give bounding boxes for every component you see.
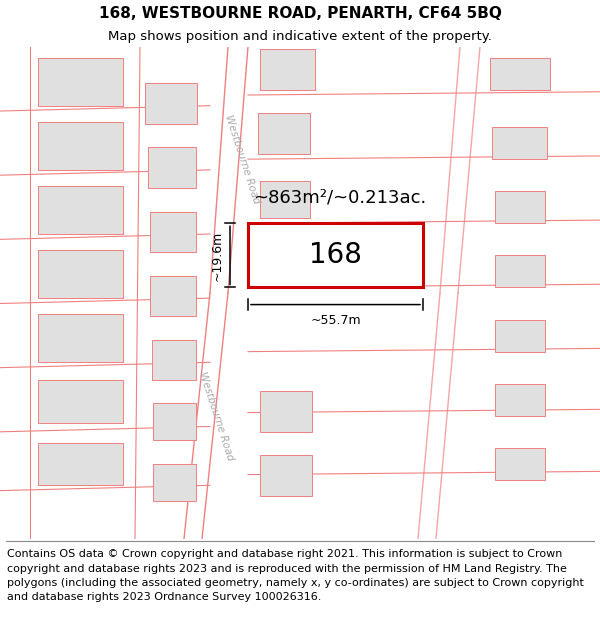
Bar [152, 340, 196, 381]
Bar [38, 250, 123, 298]
Bar [38, 314, 123, 362]
Bar [495, 256, 545, 288]
Bar [260, 49, 315, 89]
Bar [248, 223, 423, 288]
Bar [150, 211, 196, 252]
Bar [490, 58, 550, 89]
Bar [153, 403, 196, 441]
Bar [260, 456, 312, 496]
Text: Westbourne Road: Westbourne Road [197, 370, 235, 461]
Bar [153, 464, 196, 501]
Text: Westbourne Road: Westbourne Road [223, 114, 261, 205]
Bar [258, 113, 310, 154]
Bar [38, 58, 123, 106]
Text: ~55.7m: ~55.7m [310, 314, 361, 328]
Text: ~863m²/~0.213ac.: ~863m²/~0.213ac. [253, 189, 426, 207]
Text: 168: 168 [309, 241, 362, 269]
Bar [38, 122, 123, 170]
Bar [260, 391, 312, 432]
Bar [260, 181, 310, 218]
Bar [38, 442, 123, 485]
Bar [38, 186, 123, 234]
Text: 168, WESTBOURNE ROAD, PENARTH, CF64 5BQ: 168, WESTBOURNE ROAD, PENARTH, CF64 5BQ [98, 6, 502, 21]
Text: Map shows position and indicative extent of the property.: Map shows position and indicative extent… [108, 30, 492, 43]
Bar [150, 276, 196, 316]
Bar [495, 448, 545, 480]
Bar [148, 148, 196, 188]
Bar [495, 191, 545, 223]
Bar [145, 83, 197, 124]
Text: ~19.6m: ~19.6m [211, 230, 224, 281]
Bar [492, 127, 547, 159]
Bar [495, 319, 545, 352]
Bar [495, 384, 545, 416]
Text: Contains OS data © Crown copyright and database right 2021. This information is : Contains OS data © Crown copyright and d… [7, 549, 584, 602]
Bar [38, 381, 123, 423]
